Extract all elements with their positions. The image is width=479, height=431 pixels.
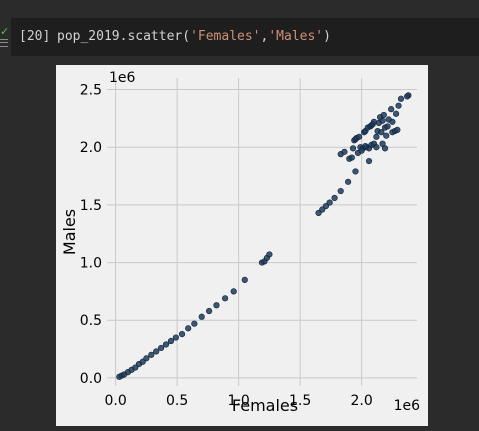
scatter-point	[362, 142, 369, 150]
scatter-point	[167, 337, 175, 345]
scatter-point	[230, 288, 237, 295]
y-tick-label: 1.5	[80, 198, 102, 214]
scatter-point	[266, 251, 273, 258]
y-tick-label: 1.0	[80, 256, 102, 272]
scatter-point	[241, 276, 248, 283]
scatter-point	[331, 194, 338, 202]
scatter-point	[172, 334, 179, 341]
y-offset-text: 1e6	[109, 70, 136, 86]
x-axis-label: Females	[232, 396, 298, 415]
y-tick-label: 2.0	[80, 140, 102, 156]
code-close: )	[323, 29, 331, 44]
scatter-point	[337, 187, 344, 195]
check-icon: ✓	[0, 25, 10, 38]
scatter-plot: 0.0 0.5 1.0 1.5 2.0 0.0 0.5 1.0 1.5 2.0 2.5 1e6 1e6 F…	[60, 70, 421, 415]
scatter-point	[158, 344, 165, 352]
scatter-point	[404, 93, 411, 100]
scatter-point	[392, 110, 400, 117]
code-cell[interactable]: [20] pop_2019.scatter('Females','Males')	[11, 18, 479, 56]
x-tick-label: 1.5	[289, 393, 311, 409]
scatter-point	[221, 295, 229, 302]
y-tick-label: 2.5	[80, 83, 102, 99]
scatter-point	[388, 106, 395, 113]
scatter-point	[394, 126, 401, 134]
scatter-point	[373, 144, 380, 151]
output-area: 0.0 0.5 1.0 1.5 2.0 0.0 0.5 1.0 1.5 2.0 2.5 1e6 1e6 F…	[56, 65, 428, 426]
cell-status: ✓	[0, 26, 10, 52]
y-tick-label: 0.5	[80, 313, 102, 329]
scatter-point	[383, 132, 390, 139]
scatter-point	[206, 307, 213, 315]
scatter-point	[341, 148, 348, 155]
x-tick-label: 2.0	[351, 393, 373, 409]
scatter-point	[178, 330, 186, 338]
scatter-point	[143, 355, 150, 362]
x-tick-label: 0.0	[104, 393, 126, 409]
code-arg-males: 'Males'	[268, 29, 324, 44]
x-tick-label: 0.5	[166, 393, 188, 409]
code-separator: ,	[260, 29, 269, 44]
scatter-point	[352, 168, 359, 175]
scatter-point	[326, 199, 333, 206]
menu-icon[interactable]	[0, 39, 8, 47]
scatter-point	[213, 302, 220, 309]
scatter-point	[384, 123, 391, 130]
x-offset-text: 1e6	[394, 398, 421, 414]
scatter-point	[349, 145, 357, 152]
scatter-point	[358, 147, 365, 154]
scatter-point	[356, 133, 363, 140]
scatter-point	[191, 320, 198, 327]
scatter-point	[148, 351, 155, 358]
scatter-point	[348, 154, 355, 161]
y-tick-label: 0.0	[80, 371, 102, 387]
scatter-point	[162, 341, 170, 348]
code-arg-females: 'Females'	[190, 29, 261, 44]
scatter-point	[380, 111, 387, 119]
y-axis-label: Males	[60, 209, 79, 255]
scatter-point	[153, 348, 160, 355]
code-call: pop_2019.scatter(	[57, 29, 191, 44]
execution-count: [20]	[19, 29, 51, 44]
scatter-point	[198, 313, 205, 320]
scatter-point	[373, 133, 380, 140]
code-line[interactable]: pop_2019.scatter('Females','Males')	[57, 29, 331, 44]
scatter-point	[397, 95, 405, 102]
scatter-point	[185, 325, 192, 332]
scatter-point	[365, 157, 373, 165]
scatter-point	[381, 145, 389, 152]
scatter-point	[378, 129, 385, 136]
scatter-point	[345, 178, 352, 185]
scatter-point	[379, 117, 386, 124]
scatter-point	[389, 118, 396, 125]
x-tick-label: 1.0	[227, 393, 249, 409]
scatter-point	[395, 102, 402, 109]
